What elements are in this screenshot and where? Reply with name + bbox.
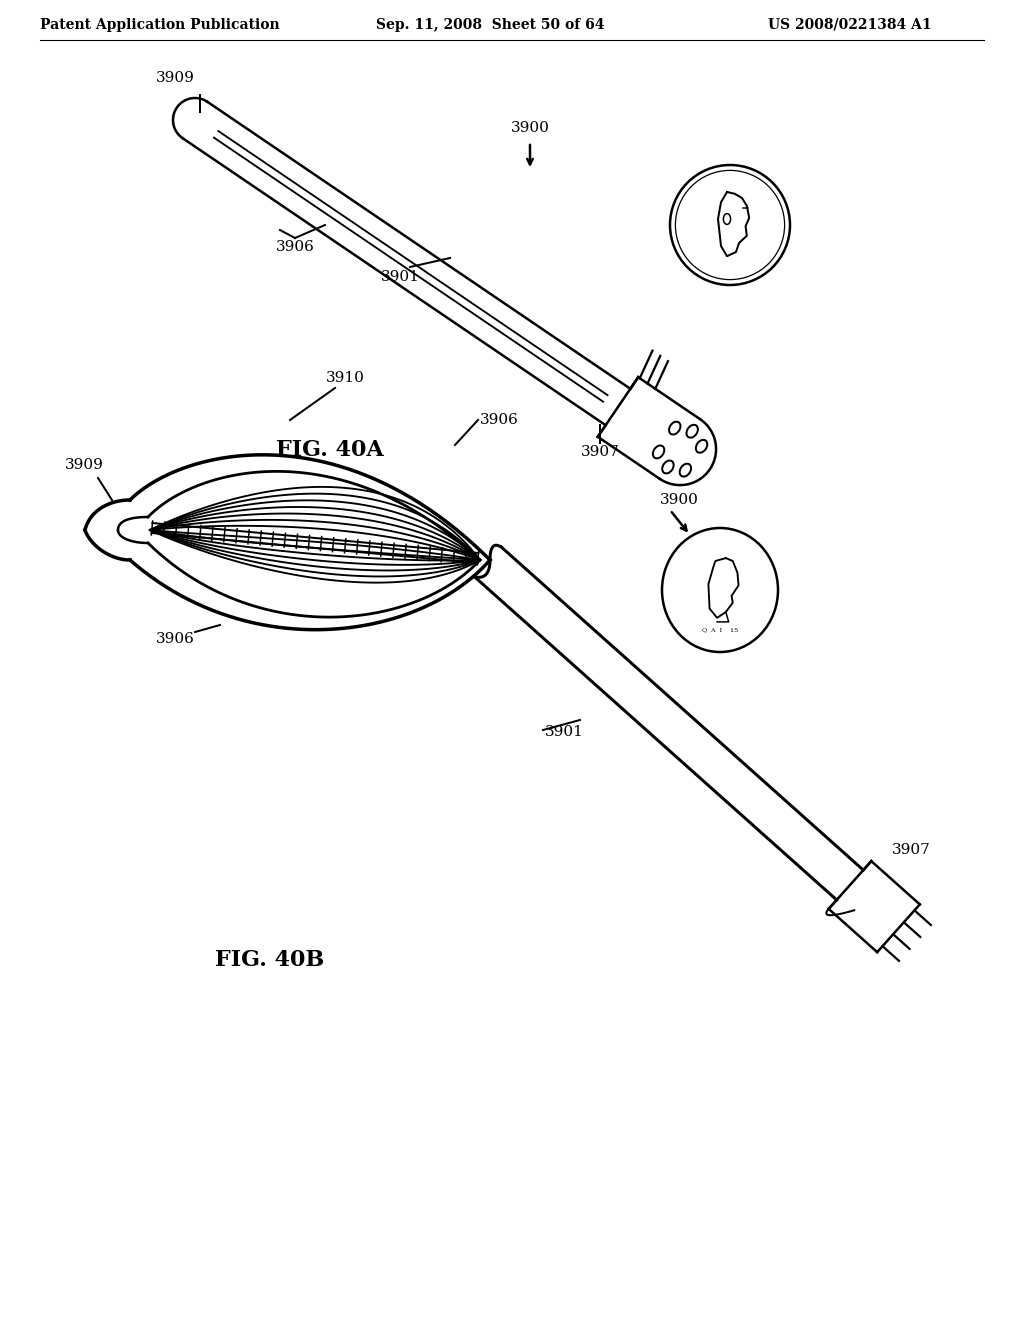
Ellipse shape: [663, 461, 674, 474]
Ellipse shape: [662, 528, 778, 652]
Ellipse shape: [686, 425, 698, 438]
Circle shape: [670, 165, 790, 285]
Text: 3909: 3909: [65, 458, 103, 473]
Text: FIG. 40B: FIG. 40B: [215, 949, 325, 972]
Text: Patent Application Publication: Patent Application Publication: [40, 18, 280, 32]
Text: 3910: 3910: [326, 371, 365, 385]
Text: 3909: 3909: [156, 71, 195, 84]
Ellipse shape: [680, 463, 691, 477]
Ellipse shape: [696, 440, 708, 453]
Text: 3900: 3900: [660, 492, 698, 507]
Ellipse shape: [669, 421, 681, 434]
Text: Sep. 11, 2008  Sheet 50 of 64: Sep. 11, 2008 Sheet 50 of 64: [376, 18, 604, 32]
Text: 3901: 3901: [381, 271, 420, 284]
Text: Q  A  I    15: Q A I 15: [701, 627, 738, 632]
Text: 3906: 3906: [156, 632, 195, 645]
Text: 3907: 3907: [581, 445, 620, 459]
Text: 3907: 3907: [892, 843, 931, 857]
Text: US 2008/0221384 A1: US 2008/0221384 A1: [768, 18, 932, 32]
Text: 3901: 3901: [545, 725, 584, 739]
Ellipse shape: [653, 445, 665, 458]
Text: FIG. 40A: FIG. 40A: [276, 440, 384, 461]
Text: 3906: 3906: [480, 413, 519, 426]
Text: 3906: 3906: [275, 240, 314, 253]
Text: 3900: 3900: [511, 121, 550, 135]
